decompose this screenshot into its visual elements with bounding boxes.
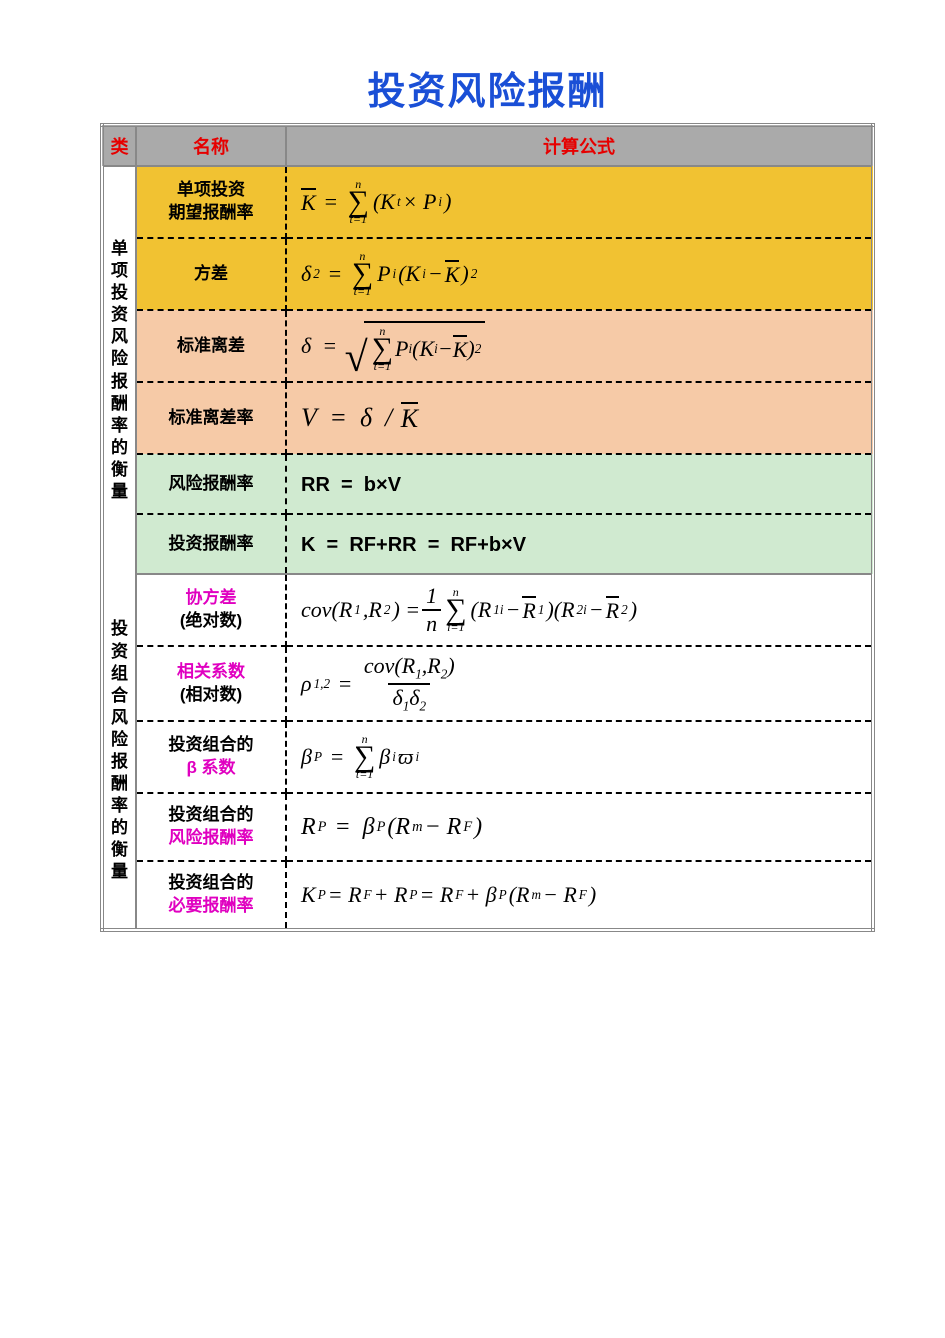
formula-cell: δ = √n∑t=1 Pi (Ki − K)2 bbox=[286, 310, 873, 382]
table-row: 投资组合的必要报酬率KP = RF + RP = RF + βP (Rm − R… bbox=[102, 861, 873, 930]
formula-cell: RR = b×V bbox=[286, 454, 873, 514]
category-cell: 投资组合风险报酬率的衡量 bbox=[102, 574, 136, 930]
header-name: 名称 bbox=[136, 125, 286, 166]
table-row: 投资报酬率K = RF+RR = RF+b×V bbox=[102, 514, 873, 574]
formula-cell: V = δ / K bbox=[286, 382, 873, 454]
formula-cell: δ2 = n∑t=1 Pi (Ki − K)2 bbox=[286, 238, 873, 310]
name-cell: 标准离差 bbox=[136, 310, 286, 382]
name-cell: 投资组合的β 系数 bbox=[136, 721, 286, 793]
name-cell: 方差 bbox=[136, 238, 286, 310]
formula-table: 类 名称 计算公式 单项投资风险报酬率的衡量单项投资期望报酬率K = n∑t=1… bbox=[100, 123, 875, 932]
table-row: 投资组合风险报酬率的衡量协方差(绝对数)cov(R1,R2) = 1n n∑i=… bbox=[102, 574, 873, 646]
header-row: 类 名称 计算公式 bbox=[102, 125, 873, 166]
formula-cell: K = RF+RR = RF+b×V bbox=[286, 514, 873, 574]
header-cat: 类 bbox=[102, 125, 136, 166]
name-cell: 投资组合的必要报酬率 bbox=[136, 861, 286, 930]
name-cell: 单项投资期望报酬率 bbox=[136, 166, 286, 238]
category-cell: 单项投资风险报酬率的衡量 bbox=[102, 166, 136, 574]
table-row: 标准离差率V = δ / K bbox=[102, 382, 873, 454]
page-title: 投资风险报酬 bbox=[100, 60, 875, 115]
table-row: 相关系数(相对数)ρ1,2 = cov(R1,R2)δ1δ2 bbox=[102, 646, 873, 721]
name-cell: 标准离差率 bbox=[136, 382, 286, 454]
name-cell: 投资报酬率 bbox=[136, 514, 286, 574]
formula-cell: cov(R1,R2) = 1n n∑i=1 (R1i − R1)(R2i − R… bbox=[286, 574, 873, 646]
formula-cell: KP = RF + RP = RF + βP (Rm − RF) bbox=[286, 861, 873, 930]
name-cell: 相关系数(相对数) bbox=[136, 646, 286, 721]
formula-cell: ρ1,2 = cov(R1,R2)δ1δ2 bbox=[286, 646, 873, 721]
name-cell: 投资组合的风险报酬率 bbox=[136, 793, 286, 861]
table-row: 方差δ2 = n∑t=1 Pi (Ki − K)2 bbox=[102, 238, 873, 310]
name-cell: 协方差(绝对数) bbox=[136, 574, 286, 646]
table-row: 投资组合的风险报酬率RP = βP (Rm − RF) bbox=[102, 793, 873, 861]
name-cell: 风险报酬率 bbox=[136, 454, 286, 514]
formula-cell: K = n∑t=1 (Kt × Pi ) bbox=[286, 166, 873, 238]
table-row: 投资组合的β 系数βP = n∑t=1 βi ϖi bbox=[102, 721, 873, 793]
formula-cell: βP = n∑t=1 βi ϖi bbox=[286, 721, 873, 793]
header-formula: 计算公式 bbox=[286, 125, 873, 166]
table-row: 标准离差δ = √n∑t=1 Pi (Ki − K)2 bbox=[102, 310, 873, 382]
table-row: 风险报酬率RR = b×V bbox=[102, 454, 873, 514]
formula-cell: RP = βP (Rm − RF) bbox=[286, 793, 873, 861]
table-row: 单项投资风险报酬率的衡量单项投资期望报酬率K = n∑t=1 (Kt × Pi … bbox=[102, 166, 873, 238]
